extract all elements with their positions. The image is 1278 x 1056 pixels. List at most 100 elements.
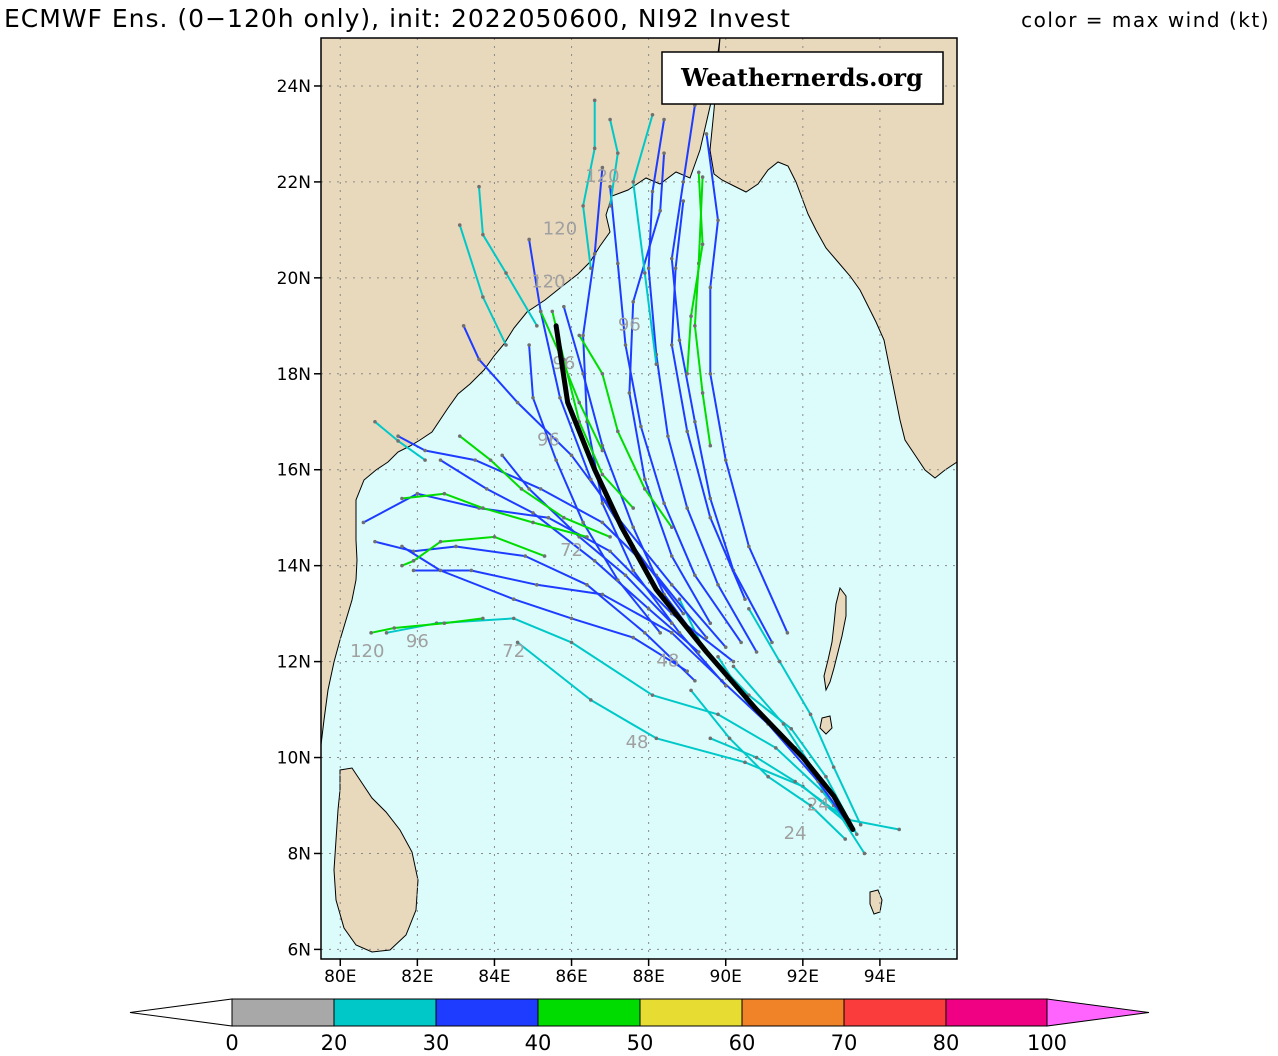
- lat-lon-grid: [321, 38, 957, 959]
- track-point: [442, 491, 447, 496]
- track-point: [531, 511, 535, 515]
- track-point: [585, 583, 589, 587]
- track-point: [600, 592, 605, 597]
- track-point: [423, 448, 427, 453]
- track-point: [754, 755, 759, 760]
- track-point: [669, 631, 674, 635]
- track-point: [685, 506, 689, 510]
- track-point: [361, 520, 366, 525]
- track-point: [754, 650, 759, 654]
- track-point: [589, 477, 593, 482]
- track-point: [392, 626, 397, 630]
- colorbar-underflow: [129, 998, 233, 1027]
- axis-ticks: 6N 8N 10N 12N 14N 16N 18N 20N 22N 24N 80E 82E 84E 86E…: [277, 77, 896, 987]
- track-point: [457, 434, 462, 438]
- plot-frame: [320, 37, 958, 960]
- track-point: [777, 659, 782, 664]
- track-point: [531, 395, 535, 400]
- lat-tick-label: 14N: [277, 557, 311, 577]
- track-point: [708, 621, 713, 626]
- track-point: [473, 458, 477, 462]
- track-point: [658, 631, 662, 635]
- track-point: [481, 616, 485, 621]
- track-point: [600, 165, 605, 170]
- track-point: [608, 117, 612, 122]
- track-point: [650, 112, 655, 117]
- track-point: [716, 583, 720, 587]
- track-point: [789, 726, 794, 731]
- forecast-hour-label: 96: [537, 430, 560, 451]
- track-point: [650, 189, 655, 194]
- track-point: [658, 208, 662, 213]
- track-point: [477, 184, 481, 189]
- track-point: [700, 391, 705, 395]
- track-point: [700, 242, 705, 247]
- track-point: [592, 146, 597, 151]
- lon-tick-label: 84E: [478, 967, 510, 987]
- track-point: [400, 563, 404, 568]
- track-point: [696, 650, 701, 654]
- track-point: [727, 736, 732, 741]
- track-point: [600, 472, 605, 477]
- track-point: [858, 822, 863, 827]
- colorbar-tick-label: 50: [627, 1031, 654, 1055]
- track-point: [589, 266, 593, 271]
- track-point: [523, 554, 528, 558]
- plot-title: ECMWF Ens. (0−120h only), init: 20220506…: [4, 4, 791, 33]
- track-point: [681, 611, 686, 616]
- lon-tick-label: 94E: [864, 967, 896, 987]
- colorbar: 0 20 30 40 50 60 70 80 100: [129, 998, 1150, 1055]
- lon-tick-label: 92E: [787, 967, 819, 987]
- track-point: [484, 487, 489, 491]
- lon-tick-label: 82E: [401, 967, 433, 987]
- track-point: [631, 300, 636, 304]
- track-point: [581, 204, 585, 208]
- colorbar-segment: [945, 998, 1048, 1027]
- track-point: [608, 204, 612, 208]
- track-point: [897, 827, 901, 832]
- track-point: [538, 309, 543, 314]
- ensemble-member-track: [670, 105, 773, 643]
- track-point: [808, 803, 813, 808]
- track-point: [685, 371, 689, 376]
- track-point: [770, 640, 774, 645]
- track-point: [477, 357, 481, 362]
- track-point: [492, 535, 497, 539]
- lon-tick-label: 86E: [555, 967, 587, 987]
- track-point: [504, 343, 508, 347]
- track-point: [631, 180, 636, 184]
- track-point: [723, 683, 728, 688]
- ensemble-member-track: [632, 114, 658, 365]
- ensemble-member-track: [562, 306, 716, 663]
- lat-tick-label: 10N: [277, 749, 311, 769]
- track-point: [616, 578, 620, 582]
- ensemble-member-track: [582, 100, 596, 269]
- track-point: [677, 597, 682, 602]
- colorbar-tick-label: 80: [933, 1031, 960, 1055]
- track-point: [689, 688, 693, 693]
- track-point: [669, 343, 674, 347]
- ensemble-tracks: [361, 98, 901, 856]
- track-point: [500, 453, 504, 458]
- track-point: [704, 132, 709, 136]
- track-point: [685, 669, 689, 673]
- colorbar-segment: [435, 998, 539, 1027]
- track-point: [824, 774, 828, 779]
- track-point: [785, 631, 790, 635]
- track-point: [696, 170, 701, 175]
- track-point: [739, 640, 743, 645]
- track-point: [673, 266, 678, 271]
- lon-tick-label: 90E: [710, 967, 742, 987]
- track-point: [774, 746, 778, 750]
- land-little-andaman: [819, 715, 833, 735]
- track-point: [716, 712, 720, 717]
- track-point: [519, 487, 524, 491]
- track-point: [600, 501, 605, 506]
- track-point: [481, 295, 485, 299]
- colorbar-segment: [741, 998, 845, 1027]
- track-point: [631, 525, 636, 530]
- track-point: [708, 371, 713, 376]
- track-point: [646, 266, 651, 271]
- track-point: [669, 621, 674, 626]
